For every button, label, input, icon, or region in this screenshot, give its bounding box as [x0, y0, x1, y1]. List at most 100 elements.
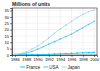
grid-line-y [12, 16, 97, 17]
tick-mark [10, 23, 12, 24]
tick-mark [10, 42, 12, 43]
grid-line-x [71, 8, 72, 55]
tick: 25 [5, 21, 12, 26]
grid [12, 8, 97, 55]
series-point [14, 54, 16, 55]
series-point [93, 9, 95, 11]
series-point [25, 51, 27, 53]
x-axis: 19861988199019921994199619982000 [11, 55, 100, 62]
tick: 1996 [68, 55, 78, 62]
series-point [14, 54, 16, 55]
series-point [31, 51, 33, 53]
legend-item: France [20, 65, 41, 70]
series-point [42, 54, 44, 55]
series-point [82, 27, 84, 29]
grid-line-y [12, 42, 97, 43]
tick-label: 15 [5, 34, 10, 39]
series-point [25, 54, 27, 55]
tick-mark [10, 36, 12, 37]
series-point [65, 53, 67, 55]
tick: 30 [5, 15, 12, 20]
series-point [42, 41, 44, 43]
series-point [48, 54, 50, 55]
tick-label: 10 [5, 40, 10, 45]
series-point [54, 53, 56, 55]
series-point [88, 52, 90, 54]
series-point [71, 33, 73, 35]
tick-label: 5 [7, 46, 10, 51]
legend-swatch [43, 67, 48, 68]
y-axis: 0 51015 202530 35 [5, 8, 13, 57]
tick-label: 30 [5, 15, 10, 20]
series-point [88, 24, 90, 26]
tick-label: 35 [5, 8, 10, 13]
tick-label: 1986 [11, 57, 21, 62]
series-point [42, 46, 44, 48]
series-point [48, 43, 50, 45]
grid-line-y [12, 10, 97, 11]
tick: 1990 [34, 55, 44, 62]
tick-label: 1998 [79, 57, 89, 62]
series-point [59, 28, 61, 30]
tick: 10 [5, 40, 12, 45]
tick-label: 0 [7, 53, 10, 58]
series-point [54, 33, 56, 35]
series-point [71, 21, 73, 23]
grid-line-y [12, 35, 97, 36]
series-point [20, 53, 22, 55]
tick: 1994 [56, 55, 66, 62]
series-group [14, 9, 95, 55]
series-point [88, 11, 90, 13]
tick-label: 20 [5, 27, 10, 32]
legend: FranceUSA Japan [20, 65, 80, 70]
tick-mark [10, 49, 12, 50]
grid-line-x [82, 8, 83, 55]
series-point [93, 52, 95, 54]
legend-label: Japan [68, 65, 81, 70]
series-point [37, 45, 39, 47]
series-point [93, 21, 95, 23]
tick: 5 [7, 46, 12, 51]
axis-line [10, 9, 13, 56]
tick: 35 [5, 8, 12, 13]
chart: 1986198819901992199419961998200005101520… [0, 0, 100, 71]
tick-label: 2000 [90, 57, 100, 62]
series-line [15, 21, 94, 54]
plot-frame [12, 8, 97, 55]
plot: 1986198819901992199419961998200005101520… [5, 8, 100, 62]
series-point [65, 24, 67, 26]
tick-label: 1996 [68, 57, 78, 62]
series-point [48, 37, 50, 39]
series-point [59, 53, 61, 55]
tick-mark [10, 11, 12, 12]
tick: 1998 [79, 55, 89, 62]
legend-item: USA [43, 65, 58, 70]
series-point [76, 17, 78, 19]
series-point [20, 53, 22, 55]
legend-swatch [20, 67, 25, 68]
tick-mark [10, 30, 12, 31]
tick-mark [10, 55, 12, 56]
grid-line-x [60, 8, 61, 55]
title: Millions of units [12, 1, 50, 7]
tick-mark [10, 17, 12, 18]
tick: 15 [5, 34, 12, 39]
series-point [82, 14, 84, 16]
legend-item: Japan [62, 65, 81, 70]
tick: 0 [7, 53, 12, 58]
series-point [59, 38, 61, 40]
series-point [65, 36, 67, 38]
grid-line-y [12, 48, 97, 49]
grid-line-y [12, 23, 97, 24]
series-point [31, 54, 33, 55]
series-point [54, 41, 56, 43]
series-point [31, 48, 33, 50]
tick-label: 25 [5, 21, 10, 26]
tick: 1988 [22, 55, 32, 62]
grid-line-x [48, 8, 49, 55]
series-point [82, 52, 84, 54]
tick: 1992 [45, 55, 55, 62]
tick: 20 [5, 27, 12, 32]
series-point [37, 48, 39, 50]
legend-label: France [26, 65, 41, 70]
